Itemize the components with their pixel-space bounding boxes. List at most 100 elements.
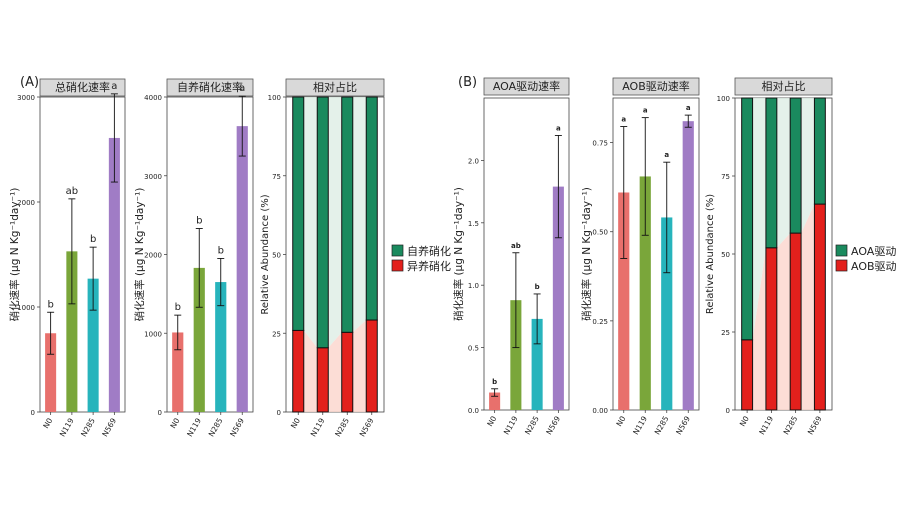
stacked-bar-segment xyxy=(292,329,305,413)
x-tick-label: N285 xyxy=(333,416,351,438)
legend-swatch xyxy=(835,259,848,272)
facet-strip xyxy=(612,77,700,96)
stacked-bar-segment xyxy=(765,97,778,249)
legend-label: AOA驱动 xyxy=(851,245,896,258)
y-tick-label: 0 xyxy=(158,409,162,417)
x-tick-label: N569 xyxy=(806,414,824,436)
chart-title: 相对占比 xyxy=(313,80,357,94)
flow-band-upper xyxy=(303,97,318,348)
x-tick-label: N285 xyxy=(79,416,97,438)
stacked-bar-segment xyxy=(789,232,802,411)
y-axis-label: 硝化速率 (μg N Kg⁻¹day⁻¹) xyxy=(8,188,21,322)
y-tick-label: 75 xyxy=(272,173,281,181)
chart-panel-2: 自养硝化速率 0 1000 2000 3000 4000 硝化速率 (μg N Kg⁻¹da… xyxy=(133,78,254,438)
y-tick-label: 4000 xyxy=(144,94,162,102)
x-tick-label: N0 xyxy=(485,414,498,428)
x-tick-label: N285 xyxy=(523,414,541,436)
y-tick-label: 0 xyxy=(726,407,730,415)
y-tick-label: 1000 xyxy=(144,330,162,338)
significance-letter: b xyxy=(47,299,53,310)
flow-band-lower xyxy=(352,320,367,412)
flow-band-lower xyxy=(776,233,791,410)
significance-letter: b xyxy=(535,283,540,291)
y-tick-label: 3000 xyxy=(144,173,162,181)
x-tick-label: N119 xyxy=(58,416,76,438)
stacked-bar-segment xyxy=(365,96,378,321)
plot-frame xyxy=(39,96,126,413)
plot-frame xyxy=(612,97,700,411)
chart-title: 自养硝化速率 xyxy=(177,80,243,94)
y-tick-label: 25 xyxy=(721,329,730,337)
significance-letter: a xyxy=(686,104,691,112)
significance-letter: a xyxy=(111,81,117,92)
bar xyxy=(489,392,501,410)
flow-band-upper xyxy=(328,97,342,348)
y-tick-label: 0.5 xyxy=(468,345,479,353)
bar xyxy=(236,126,248,412)
y-tick-label: 2.0 xyxy=(468,157,479,165)
significance-letter: a xyxy=(621,116,626,124)
bar xyxy=(661,217,673,410)
stacked-bar-segment xyxy=(292,96,305,331)
y-tick-label: 0.25 xyxy=(592,318,608,326)
x-tick-label: N0 xyxy=(614,414,627,428)
significance-letter: ab xyxy=(66,186,78,197)
y-tick-label: 1000 xyxy=(17,304,35,312)
x-tick-label: N119 xyxy=(502,414,520,436)
y-tick-label: 50 xyxy=(272,252,281,260)
flow-band-lower xyxy=(328,332,342,412)
y-tick-label: 0 xyxy=(31,409,35,417)
x-tick-label: N569 xyxy=(228,416,246,438)
y-axis-label: 硝化速率 (μg N Kg⁻¹day⁻¹) xyxy=(452,187,465,321)
y-tick-label: 0.50 xyxy=(592,229,608,237)
significance-letter: b xyxy=(90,234,96,245)
bar xyxy=(531,318,543,410)
significance-letter: a xyxy=(556,124,561,132)
x-tick-label: N0 xyxy=(168,416,181,430)
stacked-bar-segment xyxy=(316,347,329,413)
y-axis-label: Relative Abundance (%) xyxy=(260,194,271,314)
bar xyxy=(172,332,184,412)
bar xyxy=(682,121,694,411)
x-tick-label: N119 xyxy=(185,416,203,438)
stacked-bar-segment xyxy=(741,97,754,341)
stacked-bar-segment xyxy=(813,203,826,411)
legend-label: 异养硝化 xyxy=(407,259,451,273)
panel-label-a: (A) xyxy=(20,75,39,90)
significance-letter: b xyxy=(492,378,497,386)
y-tick-label: 2000 xyxy=(144,252,162,260)
bar xyxy=(618,192,630,410)
significance-letter: ab xyxy=(511,242,521,250)
chart-panel-3: 相对占比 0 25 50 75 100 Relative Abundance (%) N0 N1… xyxy=(260,78,385,438)
facet-strip xyxy=(39,78,126,97)
x-tick-label: N285 xyxy=(653,414,671,436)
bar xyxy=(215,282,227,412)
stacked-bar-segment xyxy=(365,319,378,413)
plot-frame xyxy=(483,97,570,411)
bar xyxy=(87,278,99,412)
x-tick-label: N285 xyxy=(782,414,800,436)
significance-letter: b xyxy=(196,216,202,227)
y-axis-label: 硝化速率 (μg N Kg⁻¹day⁻¹) xyxy=(580,187,593,321)
y-tick-label: 25 xyxy=(272,330,281,338)
significance-letter: a xyxy=(643,107,648,115)
legend-swatch xyxy=(835,244,848,257)
chart-title: 总硝化速率 xyxy=(55,80,110,94)
x-tick-label: N119 xyxy=(309,416,327,438)
chart-title: 相对占比 xyxy=(762,79,806,93)
x-tick-label: N569 xyxy=(100,416,118,438)
stacked-bar-segment xyxy=(813,97,826,205)
x-tick-label: N569 xyxy=(544,414,562,436)
facet-strip xyxy=(285,78,385,97)
flow-band-lower xyxy=(801,204,815,410)
facet-strip xyxy=(166,78,254,97)
legend-swatch xyxy=(391,259,404,272)
chart-panel-6: 相对占比 0 25 50 75 100 Relative Abundance (%) N0 N1… xyxy=(705,77,833,436)
y-tick-label: 2000 xyxy=(17,199,35,207)
y-tick-label: 100 xyxy=(717,95,730,103)
significance-letter: b xyxy=(175,302,181,313)
flow-band-lower xyxy=(752,247,766,410)
panel-label-b: (B) xyxy=(458,75,477,90)
